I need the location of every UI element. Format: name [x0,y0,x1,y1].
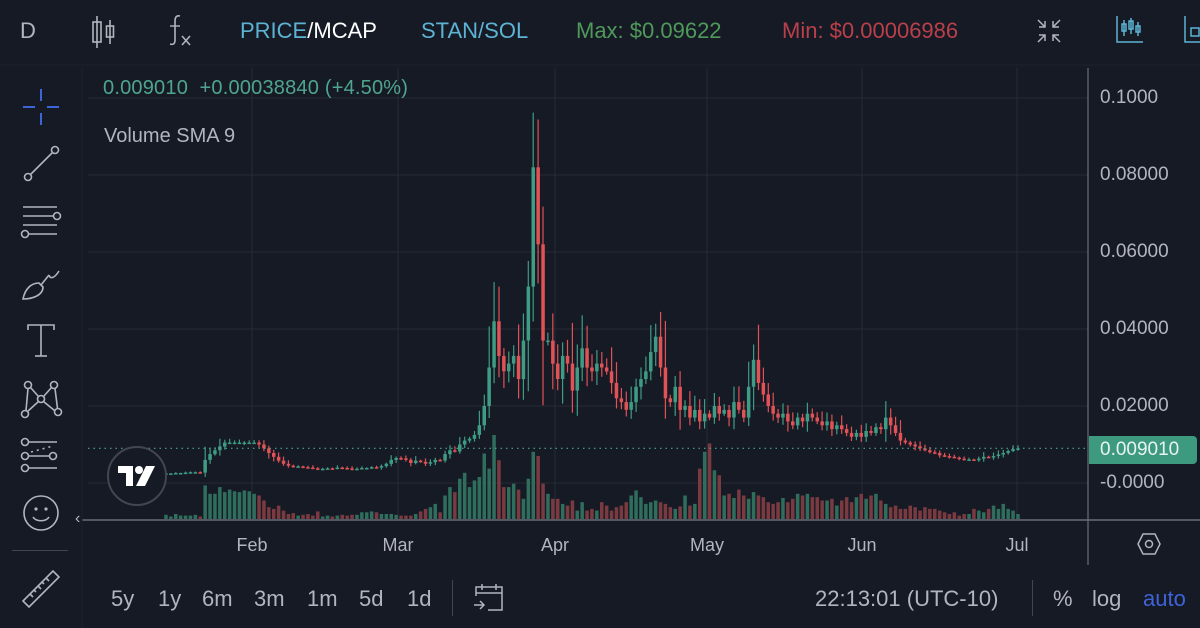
divider [1032,580,1033,616]
current-time-timezone[interactable]: 22:13:01 (UTC-10) [815,586,999,611]
range-6m[interactable]: 6m [202,586,233,611]
x-tick-label: Mar [382,535,414,555]
fullscreen-exit-button[interactable] [1034,16,1064,54]
x-tick-label: Jun [847,535,877,555]
x-tick-label: May [689,535,725,555]
text-tool[interactable] [18,318,64,364]
ohlc-legend: 0.009010 +0.00038840 (+4.50%) [103,77,409,99]
range-5d[interactable]: 5d [359,586,384,611]
trend-line-tool[interactable] [18,140,64,186]
price-option[interactable]: PRICE [240,18,308,43]
toolbar-divider [12,550,68,551]
pattern-tool[interactable] [18,376,64,422]
y-tick-label: 0.06000 [1100,241,1169,262]
forecast-lines-icon [20,437,58,473]
trend-line-icon [23,145,60,182]
prediction-tool[interactable] [18,433,64,479]
chart-type-button[interactable] [90,14,118,58]
range-1y[interactable]: 1y [158,586,182,611]
emoji-tool[interactable] [18,490,64,536]
chart-style-button[interactable] [1115,14,1145,54]
max-price-label: Max: $0.09622 [576,18,722,43]
y-tick-label: 0.1000 [1100,87,1159,108]
brush-icon [22,270,60,300]
last-price-tag: 0.009010 [1089,436,1197,464]
tradingview-icon [118,466,155,486]
y-tick-label: -0.0000 [1100,472,1165,493]
smiley-icon [23,495,59,531]
divider [452,580,453,616]
horizontal-lines-icon [20,206,62,239]
hexagon-settings-icon [1137,533,1161,555]
fib-retracement-tool[interactable] [18,198,64,244]
top-toolbar: D PRICE/MCAP STAN/SOL Max: $0.09622 Min:… [0,0,1200,62]
crosshair-tool[interactable] [18,84,64,130]
y-tick-label: 0.04000 [1100,318,1169,339]
x-tick-label: Jul [1005,535,1029,555]
volume-indicator-legend[interactable]: Volume SMA 9 [104,125,236,147]
candles-icon [92,16,115,48]
collapse-arrows-icon [1037,19,1061,43]
calendar-arrow-icon [474,584,503,611]
x-tick-label: Feb [236,535,268,555]
mcap-option[interactable]: MCAP [313,18,377,43]
drawing-toolbar [0,68,82,628]
min-price-label: Min: $0.00006986 [782,18,959,43]
chart-layout-button[interactable] [1183,14,1200,54]
range-1m[interactable]: 1m [307,586,338,611]
interval-button[interactable]: D [20,18,36,43]
toggle-slash: / [307,18,314,43]
brush-tool[interactable] [18,260,64,306]
axis-settings-button[interactable] [1136,532,1162,561]
text-t-icon [27,324,55,357]
y-tick-label: 0.08000 [1100,164,1169,185]
xabcd-pattern-icon [20,380,63,419]
range-5y[interactable]: 5y [111,586,135,611]
indicators-button[interactable] [164,12,194,56]
ruler-icon [21,569,61,609]
bottom-toolbar: 5y 1y 6m 3m 1m 5d 1d 22:13:01 (UTC-10) %… [0,570,1200,628]
log-scale-toggle[interactable]: log [1092,586,1122,611]
auto-scale-toggle[interactable]: auto [1143,586,1186,611]
tradingview-logo[interactable] [107,446,167,506]
pair-label[interactable]: STAN/SOL [421,18,529,43]
collapse-toolbar-button[interactable]: ‹ [75,510,81,527]
go-to-date-button[interactable] [472,582,506,620]
chart-bars-icon [1184,16,1200,43]
ruler-tool[interactable] [18,566,64,612]
crosshair-icon [23,89,59,125]
range-1d[interactable]: 1d [407,586,432,611]
percent-scale-toggle[interactable]: % [1053,586,1073,611]
price-mcap-toggle[interactable]: PRICE/MCAP [240,16,377,46]
y-tick-label: 0.02000 [1100,395,1169,416]
chart-candles-icon [1116,16,1143,43]
function-fx-icon [169,15,191,46]
x-tick-label: Apr [540,535,570,555]
range-3m[interactable]: 3m [254,586,285,611]
